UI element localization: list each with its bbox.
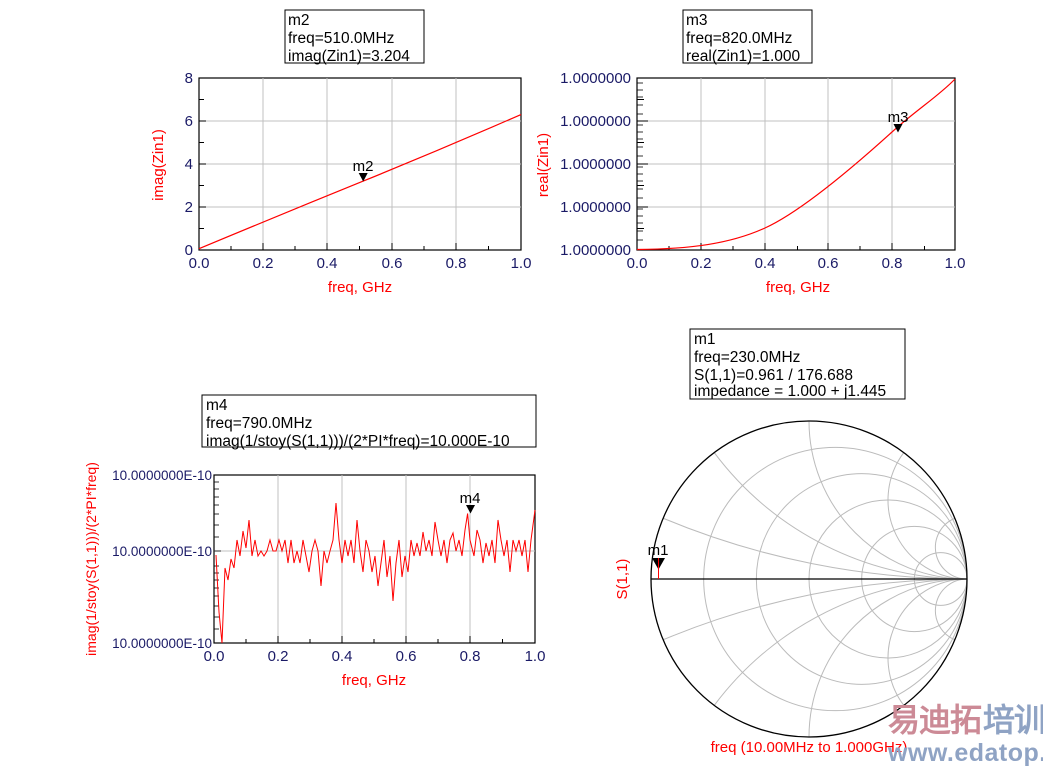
- svg-text:10.0000000E-10: 10.0000000E-10: [112, 544, 212, 559]
- svg-text:freq (10.00MHz to 1.000GHz): freq (10.00MHz to 1.000GHz): [711, 739, 908, 756]
- svg-text:0.0: 0.0: [627, 255, 648, 272]
- svg-text:m1: m1: [648, 542, 669, 559]
- svg-text:0.6: 0.6: [818, 255, 839, 272]
- svg-text:0.4: 0.4: [755, 255, 776, 272]
- svg-text:S(1,1)=0.961 / 176.688: S(1,1)=0.961 / 176.688: [694, 367, 853, 384]
- svg-text:1.0: 1.0: [511, 255, 532, 272]
- svg-text:4: 4: [185, 156, 193, 173]
- svg-text:1.0000000: 1.0000000: [560, 156, 631, 173]
- svg-text:易迪拓: 易迪拓: [888, 702, 982, 738]
- svg-text:6: 6: [185, 113, 193, 130]
- svg-text:freq=790.0MHz: freq=790.0MHz: [206, 415, 312, 432]
- svg-text:freq=510.0MHz: freq=510.0MHz: [288, 30, 394, 47]
- svg-text:10.0000000E-10: 10.0000000E-10: [112, 636, 212, 651]
- svg-text:0.4: 0.4: [317, 255, 338, 272]
- svg-text:培训: 培训: [983, 702, 1043, 738]
- svg-text:www.edatop.com: www.edatop.com: [887, 739, 1043, 767]
- svg-text:0.6: 0.6: [396, 648, 417, 665]
- svg-text:0.6: 0.6: [382, 255, 403, 272]
- svg-text:freq, GHz: freq, GHz: [328, 279, 392, 296]
- svg-text:m2: m2: [353, 158, 374, 175]
- svg-text:m3: m3: [888, 109, 909, 126]
- svg-text:S(1,1): S(1,1): [614, 559, 631, 600]
- svg-text:1.0000000: 1.0000000: [560, 242, 631, 259]
- svg-text:impedance = 1.000 + j1.445: impedance = 1.000 + j1.445: [694, 383, 886, 400]
- svg-text:freq, GHz: freq, GHz: [342, 672, 406, 689]
- svg-text:0.2: 0.2: [268, 648, 289, 665]
- svg-text:imag(1/stoy(S(1,1)))/(2*PI*fre: imag(1/stoy(S(1,1)))/(2*PI*freq)=10.000E…: [206, 433, 510, 450]
- svg-text:0.0: 0.0: [204, 648, 225, 665]
- svg-text:freq=820.0MHz: freq=820.0MHz: [686, 30, 792, 47]
- svg-text:m4: m4: [460, 490, 481, 507]
- svg-text:imag(Zin1): imag(Zin1): [150, 129, 167, 201]
- svg-text:0.4: 0.4: [332, 648, 353, 665]
- svg-text:real(Zin1)=1.000: real(Zin1)=1.000: [686, 48, 801, 65]
- svg-text:imag(Zin1)=3.204: imag(Zin1)=3.204: [288, 48, 410, 65]
- svg-text:m4: m4: [206, 397, 228, 414]
- svg-text:1.0: 1.0: [525, 648, 546, 665]
- svg-text:1.0000000: 1.0000000: [560, 113, 631, 130]
- svg-text:real(Zin1): real(Zin1): [535, 133, 552, 197]
- svg-text:1.0000000: 1.0000000: [560, 199, 631, 216]
- svg-text:10.0000000E-10: 10.0000000E-10: [112, 468, 212, 483]
- svg-text:m1: m1: [694, 331, 716, 348]
- svg-text:0.0: 0.0: [189, 255, 210, 272]
- svg-text:0.8: 0.8: [460, 648, 481, 665]
- svg-text:freq, GHz: freq, GHz: [766, 279, 830, 296]
- svg-text:2: 2: [185, 199, 193, 216]
- svg-text:m2: m2: [288, 12, 310, 29]
- svg-text:0.2: 0.2: [691, 255, 712, 272]
- svg-text:imag(1/stoy(S(1,1)))/(2*PI*fre: imag(1/stoy(S(1,1)))/(2*PI*freq): [83, 462, 99, 656]
- svg-text:1.0000000: 1.0000000: [560, 70, 631, 87]
- svg-text:0.8: 0.8: [446, 255, 467, 272]
- svg-text:m3: m3: [686, 12, 708, 29]
- svg-text:1.0: 1.0: [945, 255, 966, 272]
- svg-text:0.8: 0.8: [882, 255, 903, 272]
- svg-text:freq=230.0MHz: freq=230.0MHz: [694, 349, 800, 366]
- svg-text:0.2: 0.2: [253, 255, 274, 272]
- svg-text:8: 8: [185, 70, 193, 87]
